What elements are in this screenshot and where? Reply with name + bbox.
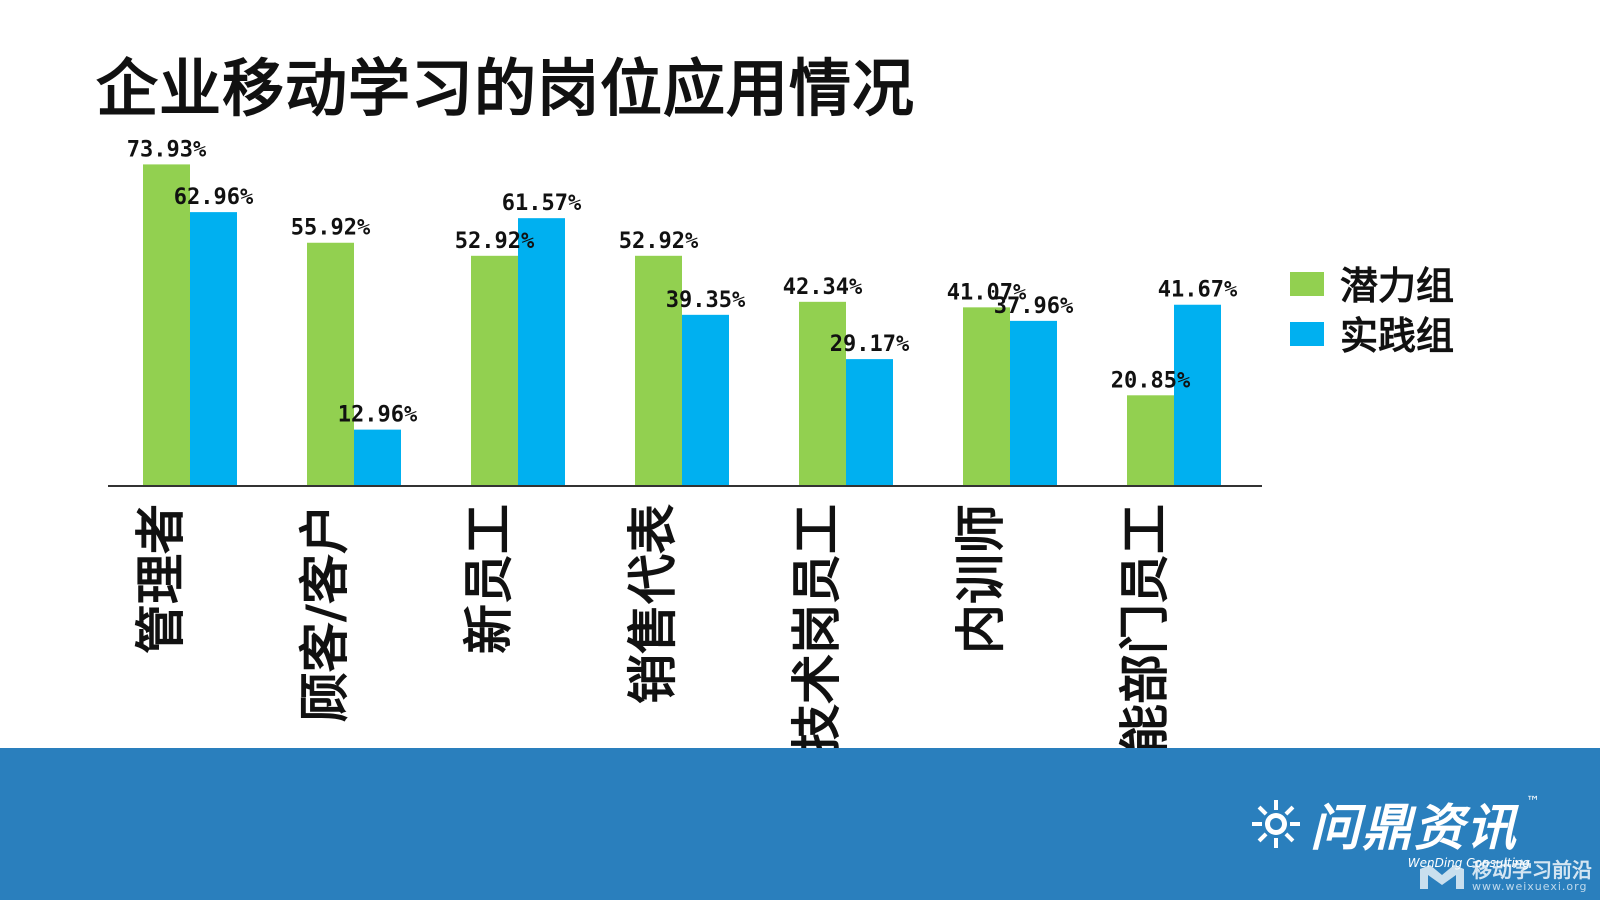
data-label-practice-6: 41.67% bbox=[1158, 278, 1238, 303]
data-label-potential-1: 55.92% bbox=[291, 216, 371, 241]
data-label-practice-3: 39.35% bbox=[666, 288, 746, 313]
category-label-2: 新员工 bbox=[460, 504, 518, 654]
bar-potential-1 bbox=[307, 242, 354, 486]
category-label-5: 内训师 bbox=[952, 504, 1010, 654]
brand-logo: 问鼎资讯 ™ bbox=[1250, 788, 1540, 860]
sun-icon bbox=[1252, 800, 1300, 848]
brand-name: 问鼎资讯 bbox=[1310, 799, 1518, 857]
data-label-practice-5: 37.96% bbox=[994, 294, 1074, 319]
category-label-0: 管理者 bbox=[132, 504, 190, 654]
data-label-practice-1: 12.96% bbox=[338, 403, 418, 428]
data-label-potential-2: 52.92% bbox=[455, 229, 535, 254]
category-label-3: 销售代表 bbox=[624, 504, 682, 704]
footer-band: 问鼎资讯 ™ WenDing Consulting 移动学习前沿 www.wei… bbox=[0, 748, 1600, 900]
bar-practice-6 bbox=[1174, 304, 1221, 486]
legend-swatch-1 bbox=[1290, 322, 1324, 346]
bar-chart: 73.93% 62.96% 55.92% 12.96% 52.92% 61.57% 52.9… bbox=[108, 137, 1454, 748]
bar-practice-2 bbox=[518, 218, 565, 486]
bar-potential-0 bbox=[143, 164, 190, 487]
bar-potential-3 bbox=[635, 255, 682, 486]
legend-label-1: 实践组 bbox=[1340, 314, 1454, 358]
brand-trademark: ™ bbox=[1526, 794, 1540, 810]
data-label-potential-4: 42.34% bbox=[783, 275, 863, 300]
data-label-potential-5: 41.07% bbox=[947, 280, 1027, 305]
bar-practice-5 bbox=[1010, 320, 1057, 486]
watermark-logo-icon bbox=[1420, 864, 1464, 889]
bar-practice-4 bbox=[846, 359, 893, 486]
watermark-url: www.weixuexi.org bbox=[1472, 880, 1588, 893]
bar-potential-2 bbox=[471, 255, 518, 486]
data-label-practice-4: 29.17% bbox=[830, 332, 910, 357]
slide-title: 企业移动学习的岗位应用情况 bbox=[96, 52, 916, 125]
bar-practice-0 bbox=[190, 212, 237, 486]
data-label-practice-0: 62.96% bbox=[174, 185, 254, 210]
data-label-practice-2: 61.57% bbox=[502, 191, 582, 216]
bar-practice-3 bbox=[682, 314, 729, 486]
category-label-6: 职能部门员工 bbox=[1116, 504, 1174, 748]
bar-potential-6 bbox=[1127, 395, 1174, 486]
bar-potential-5 bbox=[963, 307, 1010, 486]
bar-potential-4 bbox=[799, 301, 846, 486]
data-label-potential-6: 20.85% bbox=[1111, 368, 1191, 393]
legend-swatch-0 bbox=[1290, 272, 1324, 296]
data-label-potential-0: 73.93% bbox=[127, 137, 207, 162]
brand-subtitle: WenDing Consulting bbox=[1407, 856, 1530, 870]
watermark: 移动学习前沿 www.weixuexi.org bbox=[1418, 860, 1592, 893]
category-label-1: 顾客/客户 bbox=[296, 504, 354, 722]
category-label-4: 技术岗员工 bbox=[788, 504, 846, 748]
data-label-potential-3: 52.92% bbox=[619, 229, 699, 254]
bar-practice-1 bbox=[354, 429, 401, 486]
watermark-text: 移动学习前沿 bbox=[1472, 858, 1592, 882]
legend-label-0: 潜力组 bbox=[1340, 264, 1454, 308]
